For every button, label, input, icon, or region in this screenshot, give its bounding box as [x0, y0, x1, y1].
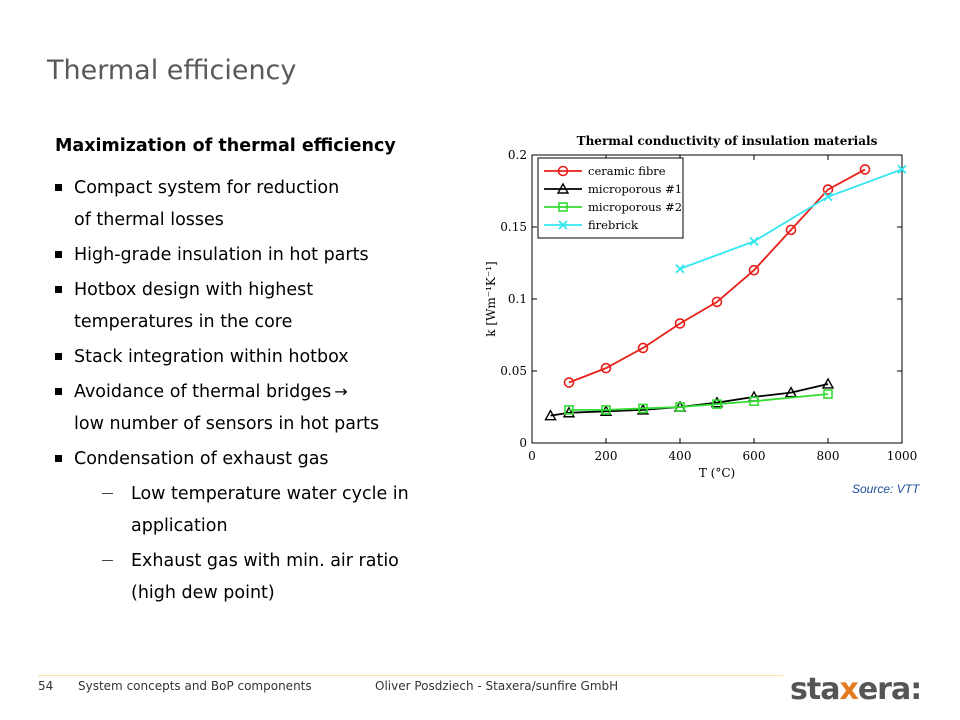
bullet-content: Maximization of thermal efficiency Compa…: [55, 133, 475, 612]
data-point-0: [711, 296, 723, 308]
data-point-1: [821, 377, 835, 389]
square-bullet-icon: [55, 388, 62, 395]
bullet-text: High-grade insulation in hot parts: [74, 245, 369, 265]
legend-marker: [556, 182, 570, 194]
legend-marker: [558, 202, 568, 212]
bullet-text: Stack integration within hotbox: [74, 347, 349, 367]
data-point-3: [897, 164, 907, 175]
series-line-3: [679, 168, 903, 270]
staxera-logo: staxera:: [790, 672, 922, 707]
bullet-text: Avoidance of thermal bridges: [74, 382, 332, 402]
dash-bullet-icon: [102, 493, 113, 494]
sub-bullet-text: Exhaust gas with min. air ratio: [131, 551, 399, 571]
x-tick-label: 0: [528, 449, 536, 463]
x-tick-label: 400: [669, 449, 692, 463]
data-point-2: [675, 402, 685, 412]
x-tick-label: 1000: [887, 449, 918, 463]
logo-text-tail: :: [910, 672, 922, 707]
chart-title: Thermal conductivity of insulation mater…: [577, 134, 878, 148]
data-point-1: [544, 409, 557, 421]
legend-label: microporous #2: [588, 200, 682, 214]
y-tick-label: 0.1: [508, 292, 527, 306]
data-point-2: [638, 403, 648, 414]
bullet-text-cont: of thermal losses: [74, 210, 224, 230]
data-point-0: [563, 377, 575, 388]
bullet-text: Compact system for reduction: [74, 178, 340, 198]
chart-container: 0 200 400 600 800 1000 0 0.05 0.1 0.15 0.2 Thermal …: [470, 125, 940, 490]
page-number: 54: [38, 679, 54, 693]
series-line-1: [550, 383, 829, 417]
y-tick-label: 0.2: [508, 148, 527, 162]
footer-divider: [38, 675, 783, 676]
x-axis-label: T (°C): [699, 466, 735, 480]
bullet-item: Avoidance of thermal bridges → low number…: [55, 376, 475, 440]
x-tick-label: 800: [817, 449, 840, 463]
bullet-item: Hotbox design with highest temperatures …: [55, 274, 475, 338]
data-point-2: [601, 405, 611, 415]
data-point-3: [749, 236, 759, 247]
sub-bullet-text-cont: application: [131, 516, 228, 536]
square-bullet-icon: [55, 286, 62, 293]
data-point-0: [822, 184, 834, 195]
data-point-2: [564, 405, 574, 415]
x-tick-label: 600: [743, 449, 766, 463]
y-tick-label: 0.05: [500, 364, 527, 378]
data-point-0: [674, 318, 686, 329]
y-tick-label: 0: [519, 436, 527, 450]
data-point-1: [710, 396, 724, 408]
bullet-item: Stack integration within hotbox: [55, 341, 475, 373]
bullet-item: Compact system for reduction of thermal …: [55, 172, 475, 236]
square-bullet-icon: [55, 184, 62, 191]
legend-label: firebrick: [588, 218, 639, 232]
section-heading: Maximization of thermal efficiency: [55, 136, 396, 156]
arrow-right-icon: →: [334, 382, 348, 401]
data-point-2: [823, 389, 833, 399]
sub-bullet-item: Exhaust gas with min. air ratio (high de…: [55, 545, 475, 609]
legend-label: ceramic fibre: [588, 164, 666, 178]
data-point-1: [562, 406, 576, 418]
data-point-1: [784, 386, 798, 398]
series-line-0: [568, 168, 866, 384]
bullet-text-row: Avoidance of thermal bridges →: [74, 376, 475, 408]
dash-bullet-icon: [102, 560, 113, 561]
data-point-0: [785, 224, 797, 236]
sub-bullet-text-cont: (high dew point): [131, 583, 275, 603]
data-point-2: [712, 399, 722, 409]
data-point-0: [748, 264, 760, 276]
legend-marker: [558, 220, 568, 230]
data-point-0: [859, 164, 871, 175]
thermal-conductivity-chart: 0 200 400 600 800 1000 0 0.05 0.1 0.15 0.2 Thermal …: [484, 134, 918, 480]
square-bullet-icon: [55, 455, 62, 462]
sub-bullet-text: Low temperature water cycle in: [131, 484, 409, 504]
footer-author: Oliver Posdziech - Staxera/sunfire GmbH: [375, 679, 619, 693]
data-point-1: [599, 404, 613, 417]
sub-bullet-item: Low temperature water cycle in applicati…: [55, 478, 475, 542]
source-note: Source: VTT: [852, 482, 920, 496]
data-point-3: [823, 192, 833, 202]
bullet-item: Condensation of exhaust gas: [55, 443, 475, 475]
series-line-2: [569, 393, 829, 411]
data-point-0: [600, 362, 612, 374]
square-bullet-icon: [55, 353, 62, 360]
y-axis-label: k [Wm⁻¹K⁻¹]: [484, 261, 498, 336]
logo-text-pre: sta: [790, 672, 840, 707]
square-bullet-icon: [55, 251, 62, 258]
y-tick-label: 0.15: [500, 220, 527, 234]
slide-title: Thermal efficiency: [47, 55, 297, 86]
logo-text-x: x: [839, 672, 858, 707]
legend-marker: [557, 165, 569, 177]
x-tick-label: 200: [595, 449, 618, 463]
bullet-text-cont: low number of sensors in hot parts: [74, 414, 380, 434]
legend-label: microporous #1: [588, 182, 682, 196]
bullet-text-cont: temperatures in the core: [74, 312, 293, 332]
bullet-item: High-grade insulation in hot parts: [55, 239, 475, 271]
data-point-0: [637, 342, 649, 354]
bullet-text: Hotbox design with highest: [74, 280, 314, 300]
footer-section: System concepts and BoP components: [78, 679, 312, 693]
data-point-2: [749, 396, 759, 407]
data-point-3: [675, 264, 685, 274]
logo-text-post: era: [857, 672, 911, 707]
bullet-text: Condensation of exhaust gas: [74, 449, 329, 469]
